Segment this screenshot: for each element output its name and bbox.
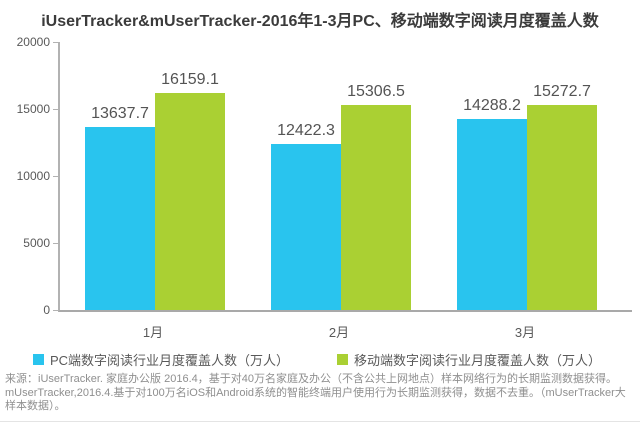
x-axis-category-label: 2月 [328,325,350,340]
y-axis-tick-mark [53,243,58,244]
bar-2月-series1 [271,144,341,310]
bar-1月-series2 [155,93,225,310]
bar-1月-series1 [85,127,155,310]
bottom-divider [0,421,640,422]
source-note-line: mUserTracker,2016.4.基于对100万名iOS和Android系… [5,386,626,399]
legend-label: PC端数字阅读行业月度覆盖人数（万人） [50,353,290,368]
y-axis-tick-label: 5000 [23,236,50,250]
y-axis-tick-label: 20000 [16,35,50,49]
bar-value-label: 12422.3 [277,122,335,139]
legend-item-series1: PC端数字阅读行业月度覆盖人数（万人） [33,350,289,369]
source-note-line: 样本数据）。 [5,400,66,412]
y-axis-tick-mark [53,42,58,43]
bar-2月-series2 [341,105,411,310]
y-axis-tick-label: 10000 [16,169,50,183]
source-note-line: 来源：iUserTracker. 家庭办公版 2016.4，基于对40万名家庭及… [5,373,617,385]
bar-value-label: 16159.1 [161,71,219,88]
bar-value-label: 15306.5 [347,83,405,100]
legend-swatch-icon [337,354,348,365]
chart-title: iUserTracker&mUserTracker-2016年1-3月PC、移动… [41,13,599,30]
legend-item-series2: 移动端数字阅读行业月度覆盖人数（万人） [337,350,601,369]
y-axis-tick-mark [53,109,58,110]
bar-value-label: 14288.2 [463,97,521,114]
y-axis-tick-label: 0 [43,303,50,317]
y-axis-tick-mark [53,310,58,311]
y-axis-tick-mark [53,176,58,177]
plot-area: 13637.7 16159.1 12422.3 15306.5 14288.2 15272… [58,42,632,312]
bar-value-label: 15272.7 [533,83,591,100]
x-axis-labels: 1月 2月 3月 [58,322,630,340]
x-axis-category-label: 1月 [142,325,164,340]
source-note: 来源：iUserTracker. 家庭办公版 2016.4，基于对40万名家庭及… [5,373,637,414]
bar-3月-series1 [457,119,527,310]
bar-value-label: 13637.7 [91,105,149,122]
legend-swatch-icon [33,354,44,365]
x-axis-category-label: 3月 [514,325,536,340]
legend-label: 移动端数字阅读行业月度覆盖人数（万人） [354,353,602,368]
bar-3月-series2 [527,105,597,310]
legend: PC端数字阅读行业月度覆盖人数（万人） 移动端数字阅读行业月度覆盖人数（万人） [0,350,640,369]
y-axis-tick-label: 15000 [16,102,50,116]
